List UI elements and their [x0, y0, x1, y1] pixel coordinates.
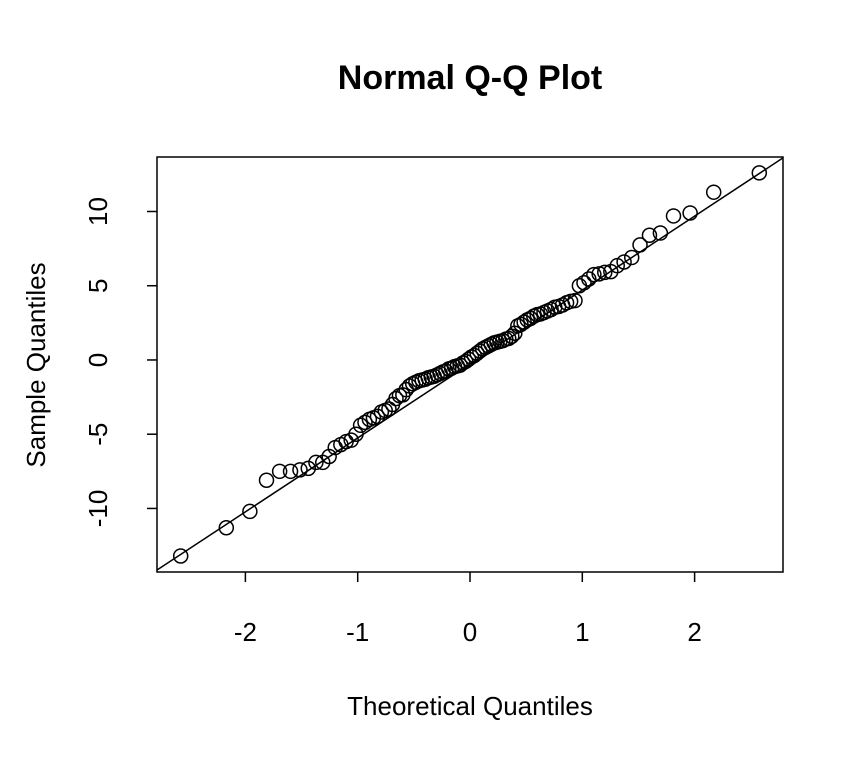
x-axis-label: Theoretical Quantiles — [347, 691, 593, 721]
y-tick-label: 10 — [83, 197, 113, 226]
point — [357, 414, 373, 431]
point — [258, 472, 275, 488]
point — [665, 208, 682, 224]
point — [571, 277, 588, 294]
point — [632, 237, 648, 253]
y-tick-label: -10 — [83, 490, 113, 528]
point — [682, 205, 698, 221]
y-tick-label: -5 — [83, 423, 113, 446]
point — [641, 227, 658, 243]
point — [308, 454, 324, 471]
point — [282, 463, 299, 480]
x-tick-label: 2 — [687, 617, 701, 647]
point — [469, 345, 485, 362]
point — [348, 426, 364, 442]
y-tick-label: 5 — [83, 278, 113, 292]
point — [242, 503, 258, 520]
point — [591, 266, 607, 282]
point — [616, 254, 632, 270]
x-tick-label: -1 — [346, 617, 369, 647]
point — [652, 225, 669, 241]
point — [218, 520, 235, 536]
y-tick-label: 0 — [83, 353, 113, 367]
point — [581, 271, 597, 287]
point — [352, 417, 369, 434]
y-axis-label: Sample Quantiles — [21, 262, 51, 467]
point — [271, 463, 288, 480]
point — [623, 249, 640, 266]
x-tick-label: 0 — [463, 617, 477, 647]
point — [597, 264, 613, 281]
point — [292, 462, 308, 478]
point — [381, 401, 397, 417]
point — [172, 548, 189, 564]
point — [576, 275, 592, 291]
point — [567, 292, 583, 309]
chart-title: Normal Q-Q Plot — [338, 59, 602, 97]
point — [369, 408, 386, 425]
point — [705, 184, 722, 200]
x-tick-label: -2 — [234, 617, 257, 647]
point — [457, 353, 474, 370]
point — [751, 165, 768, 181]
x-tick-label: 1 — [575, 617, 589, 647]
point — [586, 266, 602, 283]
